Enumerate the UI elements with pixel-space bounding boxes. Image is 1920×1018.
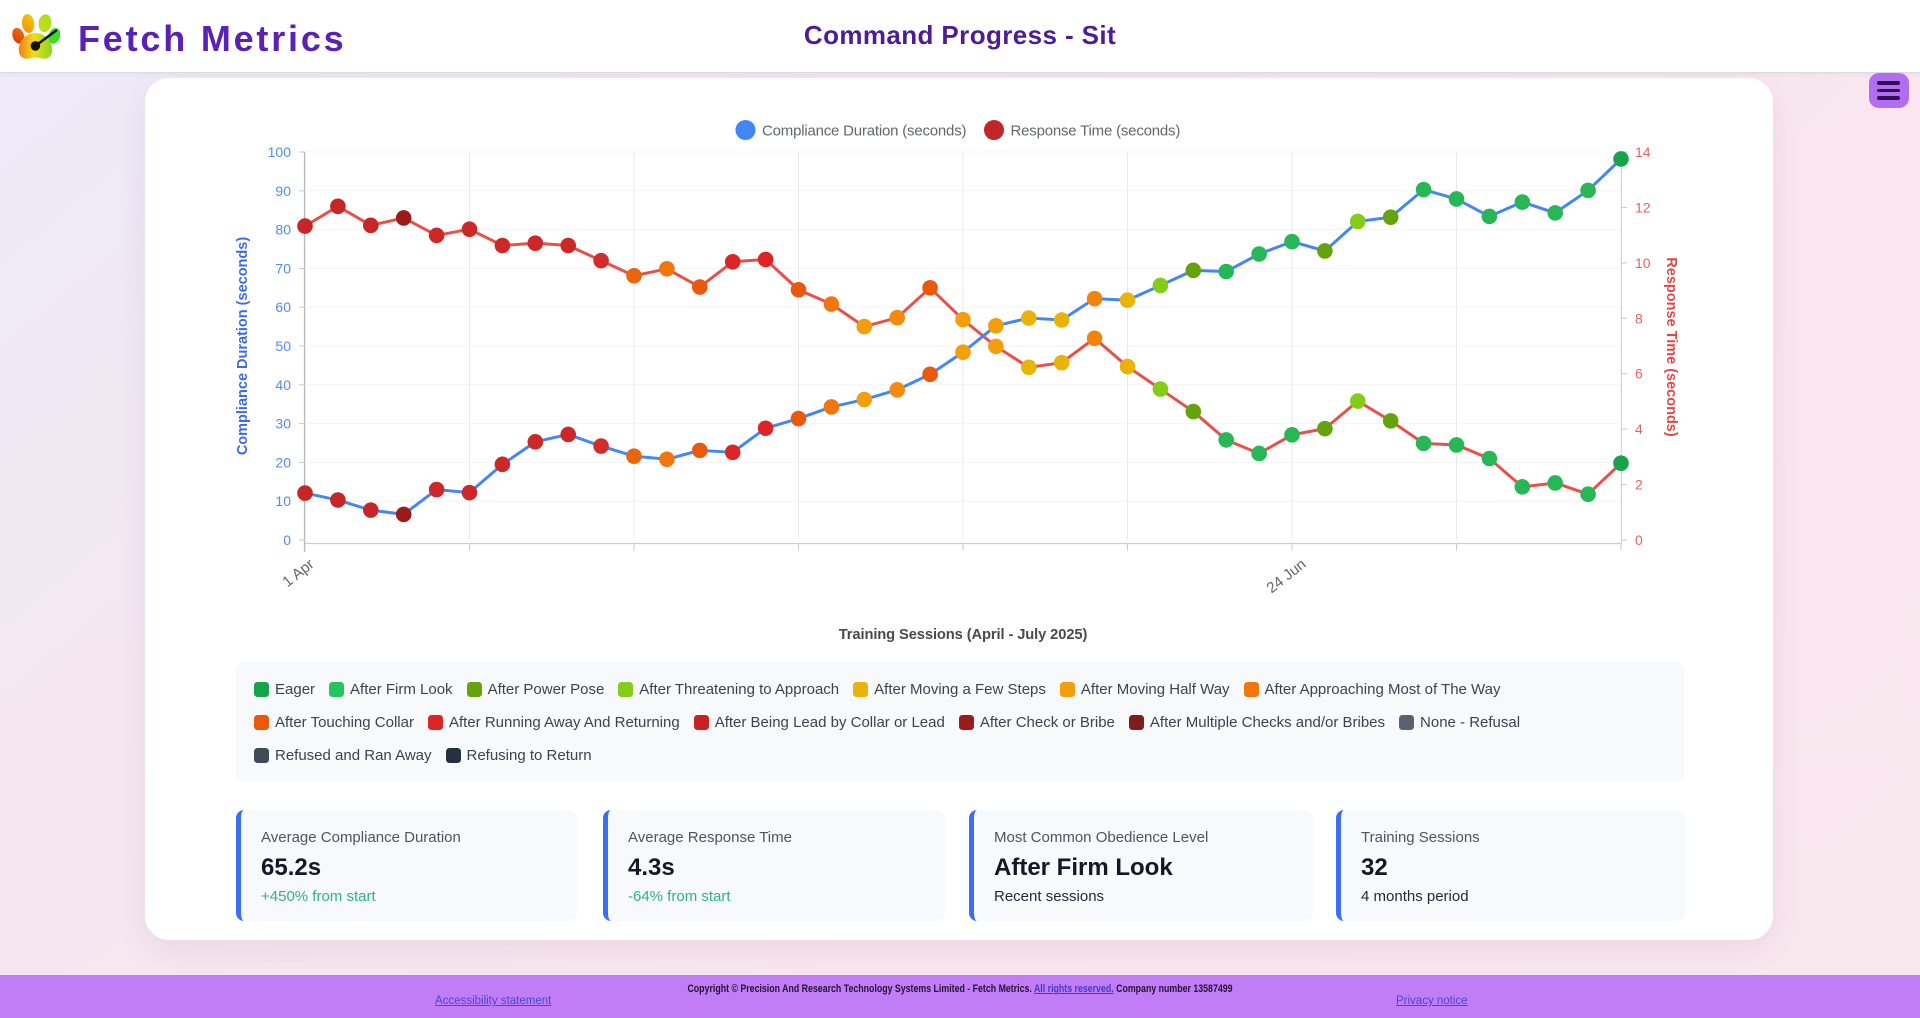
svg-text:50: 50 (275, 338, 291, 354)
svg-text:24 Jun: 24 Jun (1263, 556, 1309, 597)
svg-text:14: 14 (1635, 144, 1651, 160)
svg-text:6: 6 (1635, 366, 1643, 382)
svg-text:Response Time (seconds): Response Time (seconds) (1011, 123, 1181, 140)
svg-text:12: 12 (1635, 199, 1651, 215)
svg-text:70: 70 (275, 260, 291, 276)
svg-text:40: 40 (275, 377, 291, 393)
svg-text:4: 4 (1635, 421, 1643, 437)
svg-text:Response Time (seconds): Response Time (seconds) (1663, 257, 1679, 437)
svg-text:60: 60 (275, 299, 291, 315)
svg-text:1 Apr: 1 Apr (279, 556, 317, 591)
svg-text:80: 80 (275, 222, 291, 238)
svg-text:100: 100 (268, 144, 292, 160)
svg-text:90: 90 (275, 183, 291, 199)
svg-text:2: 2 (1635, 477, 1643, 493)
svg-text:0: 0 (1635, 532, 1643, 548)
svg-text:10: 10 (275, 493, 291, 509)
svg-text:10: 10 (1635, 255, 1651, 271)
svg-text:8: 8 (1635, 310, 1643, 326)
svg-text:Training Sessions (April - Jul: Training Sessions (April - July 2025) (839, 627, 1088, 643)
svg-text:Compliance Duration (seconds): Compliance Duration (seconds) (762, 123, 967, 140)
svg-text:20: 20 (275, 454, 291, 470)
svg-text:30: 30 (275, 416, 291, 432)
svg-text:Compliance Duration (seconds): Compliance Duration (seconds) (235, 237, 251, 456)
svg-text:0: 0 (283, 532, 291, 548)
